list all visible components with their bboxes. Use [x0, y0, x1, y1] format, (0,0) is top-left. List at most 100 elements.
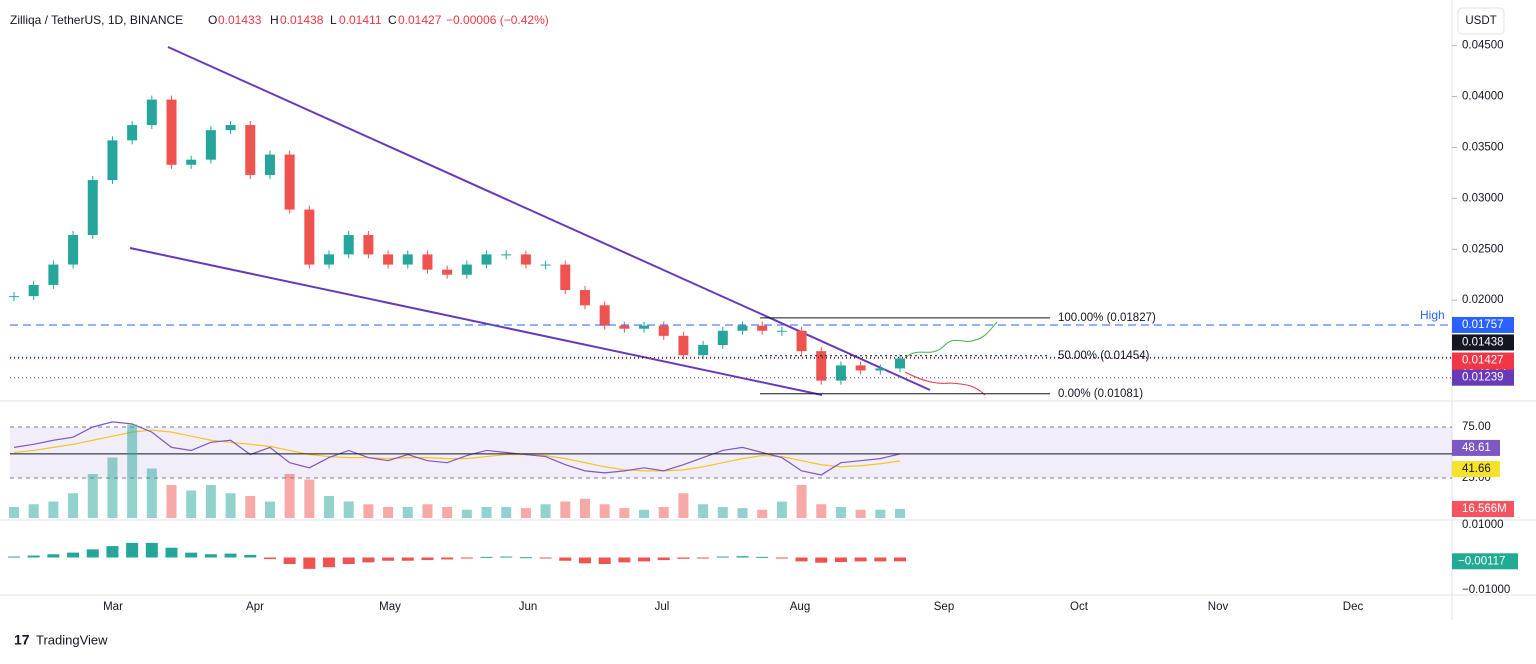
volume-bar	[442, 507, 453, 518]
macd-bar	[834, 557, 847, 563]
price-tag-label: 0.01438	[1462, 336, 1504, 348]
candle-body	[639, 325, 650, 329]
candle-body	[540, 264, 551, 266]
candle-body	[166, 99, 177, 165]
candle-body	[383, 254, 394, 265]
volume-bar	[895, 508, 905, 518]
volume-bar	[225, 493, 236, 518]
macd-bar	[756, 556, 769, 558]
macd-bar	[224, 553, 237, 558]
macd-bar	[86, 549, 99, 558]
candle-body	[87, 180, 98, 236]
volume-bar	[422, 504, 433, 518]
volume-bar	[363, 504, 374, 518]
macd-bar	[618, 557, 631, 563]
macd-bar	[716, 556, 729, 558]
volume-bar	[127, 424, 138, 518]
volume-bar	[461, 509, 472, 518]
volume-bar	[619, 508, 630, 518]
volume-bar	[28, 504, 39, 518]
macd-bar	[362, 557, 375, 563]
volume-bar	[540, 504, 551, 518]
candle-body	[304, 209, 315, 265]
candle-body	[245, 125, 256, 175]
currency-button[interactable]	[1457, 7, 1505, 35]
candle-body	[520, 254, 531, 265]
candle-body	[107, 140, 118, 181]
candle-body	[461, 264, 472, 275]
macd-bar	[539, 557, 552, 559]
volume-bar	[481, 507, 492, 518]
y-tick-label: 0.03500	[1462, 141, 1504, 153]
candle-body	[402, 254, 413, 265]
volume-bar	[324, 496, 335, 518]
candle-body	[658, 325, 669, 336]
header: Zilliqa / TetherUS, 1D, BINANCE O 0.0143…	[10, 13, 549, 27]
x-tick-label: Apr	[246, 601, 264, 613]
x-tick-label: Sep	[934, 601, 954, 613]
macd-bar	[657, 557, 670, 561]
macd-bar	[460, 557, 473, 559]
macd-bar	[185, 552, 198, 558]
candle-body	[757, 325, 768, 331]
volume-bar	[304, 479, 315, 518]
volume-bar	[776, 501, 787, 518]
volume-bar	[402, 507, 413, 518]
macd-bar	[736, 556, 749, 558]
candle-body	[895, 358, 905, 369]
high-label: High	[1420, 308, 1445, 322]
volume-bar	[205, 485, 216, 518]
c-label: C	[388, 13, 397, 27]
candle-body	[816, 351, 827, 381]
brand: TradingView	[36, 632, 108, 647]
candle-body	[855, 365, 866, 371]
volume-bar	[186, 490, 197, 518]
macd-bar	[303, 557, 316, 569]
price-tag-label: 0.01427	[1462, 355, 1504, 367]
macd-bar	[519, 557, 532, 559]
macd-bar	[126, 542, 139, 558]
x-tick-label: Aug	[790, 601, 810, 613]
candle-body	[599, 305, 610, 326]
candle-body	[579, 290, 590, 306]
trendline	[129, 247, 823, 396]
fib-label: 100.00% (0.01827)	[1058, 312, 1156, 324]
macd-bar	[145, 542, 158, 558]
macd-bar	[500, 556, 513, 558]
currency[interactable]: USDT	[1465, 15, 1496, 27]
change: −0.00006 (−0.42%)	[446, 13, 549, 27]
rsi-tick-label: 75.00	[1462, 421, 1491, 433]
price-tag	[1452, 316, 1514, 333]
volume-bar	[599, 504, 610, 518]
candle-body	[698, 345, 709, 356]
candle-body	[442, 269, 453, 275]
macd-bar	[480, 556, 493, 558]
volume-bar	[835, 507, 846, 518]
candle-body	[776, 330, 787, 332]
macd-bar	[382, 557, 395, 561]
macd-bar	[441, 557, 454, 560]
candle-body	[186, 159, 197, 165]
x-tick-label: Mar	[103, 601, 123, 613]
macd-bar	[263, 557, 276, 560]
macd-tag	[1452, 553, 1518, 570]
open: 0.01433	[218, 13, 262, 27]
candle-body	[127, 125, 138, 141]
volume-bar	[343, 501, 354, 518]
macd-bar	[815, 557, 828, 563]
fib-label: 0.00% (0.01081)	[1058, 388, 1143, 400]
projection-up	[904, 321, 998, 359]
l-label: L	[330, 13, 337, 27]
candle-body	[324, 254, 335, 265]
rsi-tag	[1452, 461, 1500, 478]
rsi-tag-label: 48.61	[1462, 442, 1491, 454]
macd-bar	[775, 557, 788, 559]
candle-body	[9, 296, 19, 298]
candle-body	[363, 235, 374, 255]
volume-tag-label: 16.566M	[1462, 503, 1507, 515]
volume-bar	[520, 508, 531, 518]
macd-bar	[874, 557, 887, 562]
candle-body	[343, 235, 354, 255]
x-tick-label: Dec	[1343, 601, 1364, 613]
